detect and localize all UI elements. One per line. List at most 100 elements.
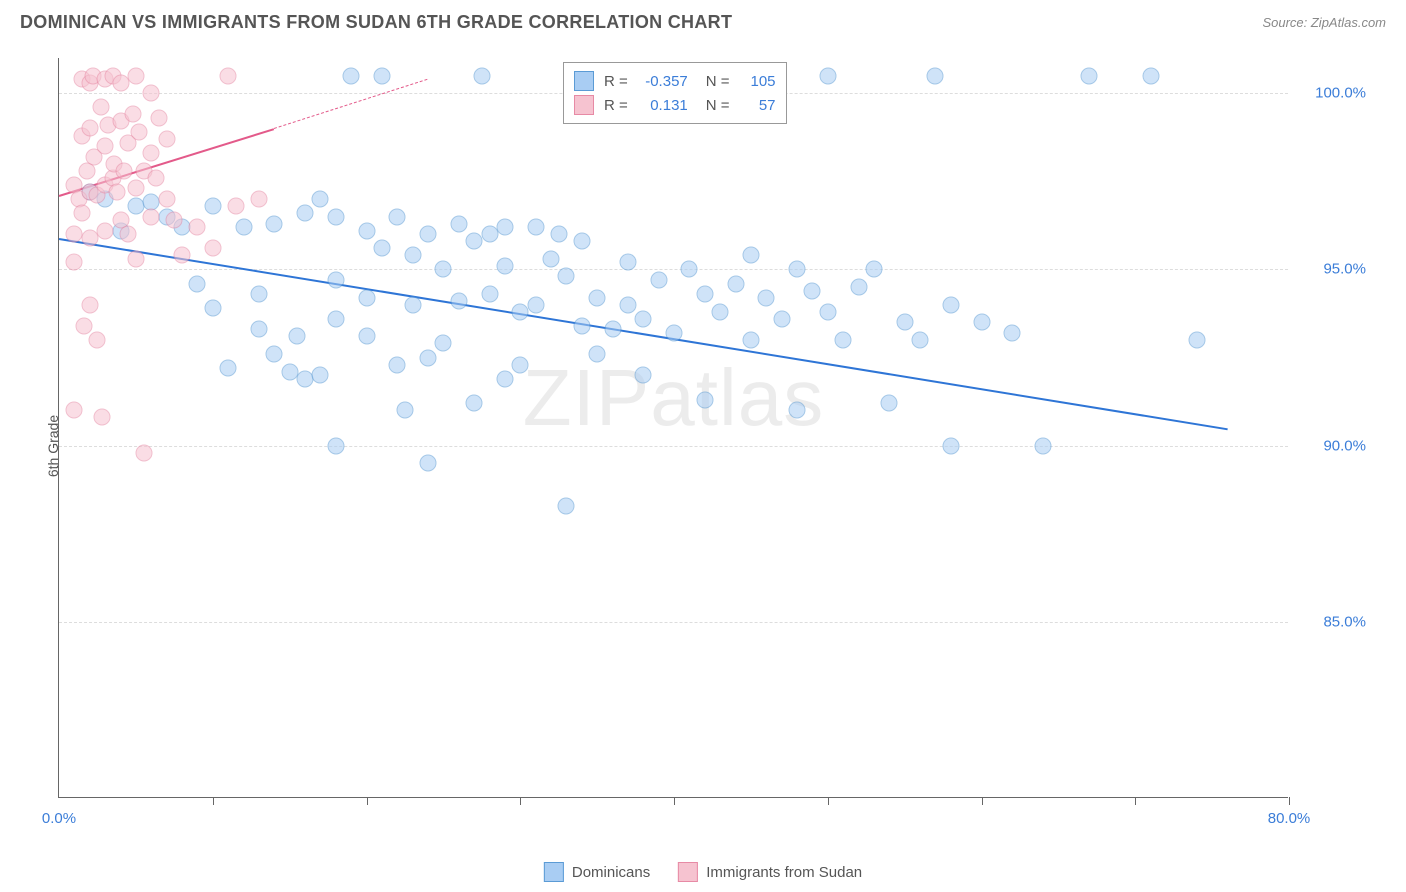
scatter-point xyxy=(473,67,490,84)
scatter-point xyxy=(635,310,652,327)
scatter-point xyxy=(389,208,406,225)
scatter-point xyxy=(666,324,683,341)
scatter-point xyxy=(589,346,606,363)
chart-legend: Dominicans Immigrants from Sudan xyxy=(544,862,862,882)
legend-item: Immigrants from Sudan xyxy=(678,862,862,882)
scatter-point xyxy=(327,437,344,454)
trend-line xyxy=(59,238,1228,430)
scatter-point xyxy=(1142,67,1159,84)
scatter-point xyxy=(220,360,237,377)
scatter-point xyxy=(297,370,314,387)
legend-swatch xyxy=(544,862,564,882)
scatter-point xyxy=(496,257,513,274)
x-tick-label: 0.0% xyxy=(42,810,76,827)
scatter-point xyxy=(312,190,329,207)
scatter-point xyxy=(450,293,467,310)
scatter-point xyxy=(819,303,836,320)
n-value: 57 xyxy=(738,97,776,114)
scatter-point xyxy=(109,183,126,200)
scatter-point xyxy=(589,289,606,306)
scatter-point xyxy=(558,268,575,285)
scatter-point xyxy=(97,222,114,239)
scatter-point xyxy=(742,331,759,348)
x-tick xyxy=(1289,797,1290,805)
scatter-point xyxy=(66,226,83,243)
scatter-point xyxy=(773,310,790,327)
scatter-point xyxy=(1035,437,1052,454)
scatter-point xyxy=(124,106,141,123)
scatter-point xyxy=(97,138,114,155)
scatter-point xyxy=(220,67,237,84)
scatter-point xyxy=(573,317,590,334)
scatter-point xyxy=(758,289,775,306)
scatter-point xyxy=(266,215,283,232)
scatter-point xyxy=(266,346,283,363)
n-value: 105 xyxy=(738,73,776,90)
scatter-point xyxy=(927,67,944,84)
scatter-point xyxy=(527,219,544,236)
scatter-point xyxy=(94,409,111,426)
source-attribution: Source: ZipAtlas.com xyxy=(1262,15,1386,30)
scatter-point xyxy=(396,402,413,419)
scatter-point xyxy=(81,120,98,137)
scatter-point xyxy=(81,229,98,246)
scatter-point xyxy=(789,261,806,278)
scatter-point xyxy=(550,226,567,243)
x-tick xyxy=(1135,797,1136,805)
scatter-point xyxy=(942,296,959,313)
legend-item: Dominicans xyxy=(544,862,650,882)
scatter-point xyxy=(819,67,836,84)
scatter-point xyxy=(404,247,421,264)
scatter-point xyxy=(727,275,744,292)
scatter-point xyxy=(174,247,191,264)
scatter-point xyxy=(89,331,106,348)
scatter-point xyxy=(150,109,167,126)
scatter-point xyxy=(942,437,959,454)
r-value: 0.131 xyxy=(636,97,688,114)
scatter-point xyxy=(74,205,91,222)
scatter-point xyxy=(696,391,713,408)
scatter-point xyxy=(235,219,252,236)
scatter-point xyxy=(327,310,344,327)
legend-swatch xyxy=(678,862,698,882)
scatter-point xyxy=(389,356,406,373)
scatter-point xyxy=(481,286,498,303)
stats-row: R =-0.357N =105 xyxy=(574,69,776,93)
scatter-point xyxy=(512,356,529,373)
scatter-point xyxy=(681,261,698,278)
scatter-point xyxy=(435,261,452,278)
scatter-point xyxy=(1188,331,1205,348)
scatter-point xyxy=(143,208,160,225)
scatter-point xyxy=(127,250,144,267)
scatter-point xyxy=(358,222,375,239)
chart-title: DOMINICAN VS IMMIGRANTS FROM SUDAN 6TH G… xyxy=(20,12,732,33)
scatter-point xyxy=(75,317,92,334)
scatter-point xyxy=(466,395,483,412)
scatter-point xyxy=(127,180,144,197)
scatter-point xyxy=(250,286,267,303)
watermark: ZIPatlas xyxy=(523,352,824,444)
scatter-point xyxy=(896,314,913,331)
scatter-point xyxy=(912,331,929,348)
legend-label: Dominicans xyxy=(572,864,650,881)
y-tick-label: 90.0% xyxy=(1323,437,1366,454)
scatter-point xyxy=(742,247,759,264)
series-swatch xyxy=(574,71,594,91)
r-label: R = xyxy=(604,97,628,114)
gridline xyxy=(59,446,1288,447)
scatter-point xyxy=(496,370,513,387)
x-tick-label: 80.0% xyxy=(1268,810,1311,827)
scatter-point xyxy=(973,314,990,331)
scatter-point xyxy=(130,124,147,141)
scatter-point xyxy=(127,67,144,84)
scatter-point xyxy=(1004,324,1021,341)
scatter-point xyxy=(543,250,560,267)
scatter-point xyxy=(166,212,183,229)
scatter-point xyxy=(835,331,852,348)
scatter-point xyxy=(189,275,206,292)
scatter-point xyxy=(358,328,375,345)
scatter-point xyxy=(850,279,867,296)
scatter-point xyxy=(143,85,160,102)
scatter-point xyxy=(120,226,137,243)
scatter-point xyxy=(143,145,160,162)
